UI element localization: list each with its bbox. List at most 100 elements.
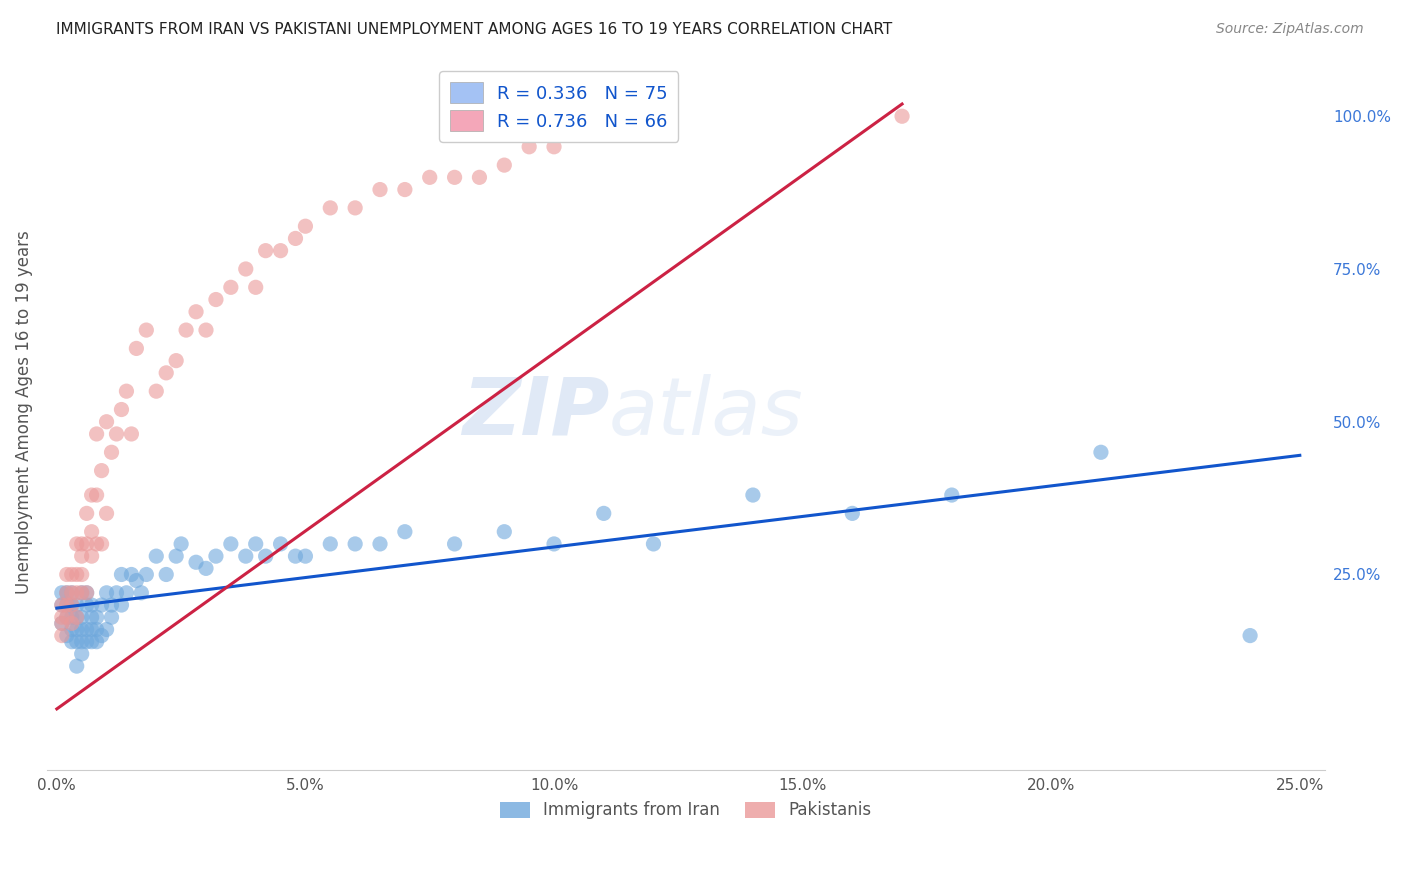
- Point: [394, 183, 416, 197]
- Point: [60, 623, 83, 637]
- Point: [891, 109, 914, 123]
- Point: [741, 488, 763, 502]
- Point: [1090, 445, 1112, 459]
- Point: [60, 616, 83, 631]
- Point: [543, 537, 565, 551]
- Point: [254, 549, 277, 563]
- Point: [55, 598, 77, 612]
- Point: [51, 616, 73, 631]
- Point: [394, 524, 416, 539]
- Point: [76, 634, 98, 648]
- Point: [120, 567, 142, 582]
- Point: [66, 586, 89, 600]
- Point: [254, 244, 277, 258]
- Point: [70, 586, 93, 600]
- Point: [344, 537, 367, 551]
- Point: [80, 598, 103, 612]
- Point: [319, 537, 342, 551]
- Point: [76, 537, 98, 551]
- Point: [443, 537, 465, 551]
- Point: [66, 634, 89, 648]
- Point: [70, 537, 93, 551]
- Point: [70, 647, 93, 661]
- Point: [245, 280, 267, 294]
- Point: [294, 549, 316, 563]
- Point: [66, 610, 89, 624]
- Y-axis label: Unemployment Among Ages 16 to 19 years: Unemployment Among Ages 16 to 19 years: [15, 231, 32, 594]
- Point: [90, 464, 112, 478]
- Point: [145, 384, 167, 399]
- Point: [86, 623, 108, 637]
- Point: [131, 586, 153, 600]
- Point: [205, 293, 228, 307]
- Point: [105, 426, 128, 441]
- Point: [80, 610, 103, 624]
- Point: [165, 549, 187, 563]
- Point: [51, 616, 73, 631]
- Point: [110, 598, 132, 612]
- Point: [135, 323, 157, 337]
- Point: [66, 610, 89, 624]
- Point: [368, 537, 391, 551]
- Point: [1239, 629, 1261, 643]
- Point: [443, 170, 465, 185]
- Point: [80, 634, 103, 648]
- Point: [90, 629, 112, 643]
- Point: [76, 507, 98, 521]
- Point: [60, 598, 83, 612]
- Point: [80, 488, 103, 502]
- Point: [55, 598, 77, 612]
- Point: [66, 623, 89, 637]
- Point: [96, 586, 118, 600]
- Point: [96, 507, 118, 521]
- Legend: Immigrants from Iran, Pakistanis: Immigrants from Iran, Pakistanis: [494, 795, 879, 826]
- Point: [66, 659, 89, 673]
- Point: [76, 598, 98, 612]
- Point: [235, 262, 257, 277]
- Point: [60, 586, 83, 600]
- Point: [165, 353, 187, 368]
- Point: [115, 384, 138, 399]
- Point: [90, 598, 112, 612]
- Text: atlas: atlas: [609, 374, 804, 451]
- Point: [517, 140, 540, 154]
- Point: [941, 488, 963, 502]
- Point: [70, 549, 93, 563]
- Point: [205, 549, 228, 563]
- Point: [66, 567, 89, 582]
- Point: [55, 610, 77, 624]
- Point: [55, 629, 77, 643]
- Point: [174, 323, 197, 337]
- Point: [70, 634, 93, 648]
- Text: IMMIGRANTS FROM IRAN VS PAKISTANI UNEMPLOYMENT AMONG AGES 16 TO 19 YEARS CORRELA: IMMIGRANTS FROM IRAN VS PAKISTANI UNEMPL…: [56, 22, 893, 37]
- Point: [115, 586, 138, 600]
- Point: [219, 537, 242, 551]
- Point: [195, 323, 218, 337]
- Point: [284, 231, 307, 245]
- Point: [51, 610, 73, 624]
- Point: [105, 586, 128, 600]
- Point: [86, 610, 108, 624]
- Point: [543, 140, 565, 154]
- Point: [60, 634, 83, 648]
- Point: [368, 183, 391, 197]
- Point: [70, 567, 93, 582]
- Point: [70, 586, 93, 600]
- Point: [195, 561, 218, 575]
- Point: [110, 567, 132, 582]
- Point: [60, 610, 83, 624]
- Point: [344, 201, 367, 215]
- Point: [80, 623, 103, 637]
- Point: [245, 537, 267, 551]
- Point: [60, 586, 83, 600]
- Point: [55, 567, 77, 582]
- Point: [96, 623, 118, 637]
- Point: [319, 201, 342, 215]
- Point: [219, 280, 242, 294]
- Point: [284, 549, 307, 563]
- Point: [184, 305, 207, 319]
- Point: [419, 170, 441, 185]
- Point: [55, 586, 77, 600]
- Point: [155, 366, 177, 380]
- Point: [60, 598, 83, 612]
